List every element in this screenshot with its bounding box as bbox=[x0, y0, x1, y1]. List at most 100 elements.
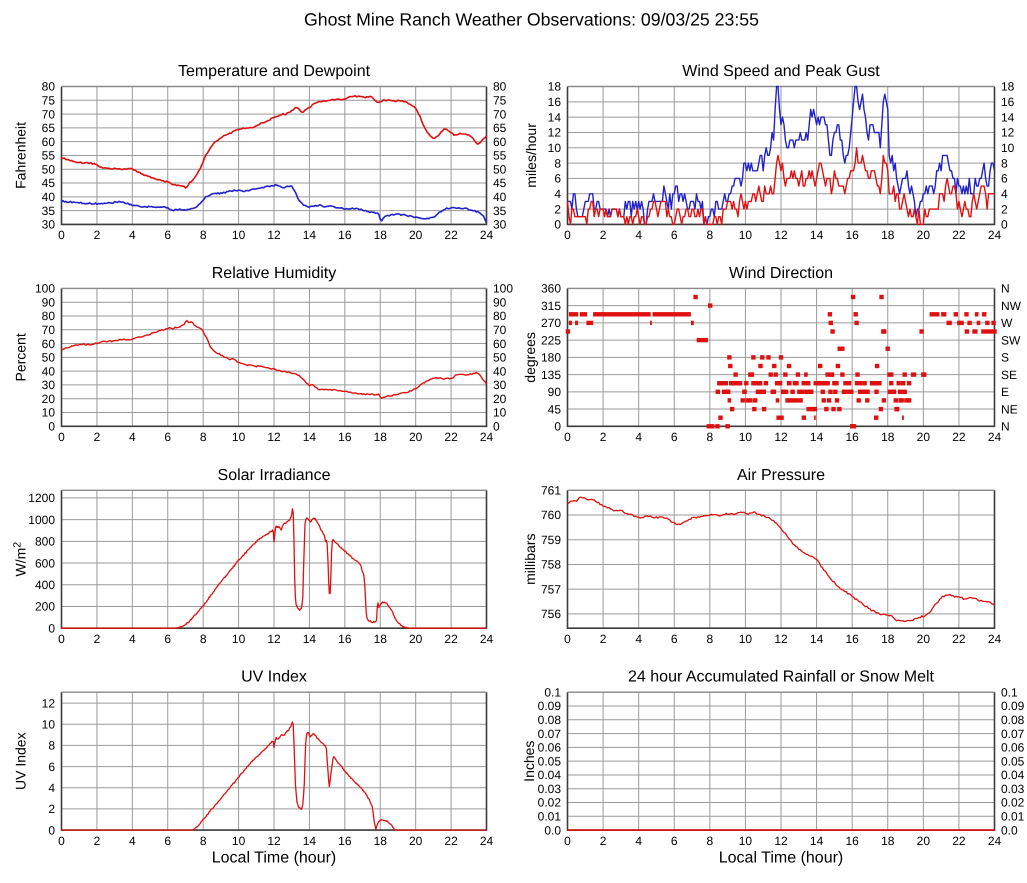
svg-text:90: 90 bbox=[493, 295, 507, 309]
svg-text:0.0: 0.0 bbox=[544, 823, 561, 837]
svg-text:759: 759 bbox=[541, 533, 561, 547]
svg-text:10: 10 bbox=[739, 228, 753, 242]
svg-text:20: 20 bbox=[409, 632, 423, 646]
svg-text:Inches: Inches bbox=[521, 741, 537, 782]
svg-text:14: 14 bbox=[303, 228, 317, 242]
svg-text:8: 8 bbox=[200, 834, 207, 848]
svg-text:8: 8 bbox=[554, 156, 561, 170]
svg-text:2: 2 bbox=[600, 430, 607, 444]
svg-text:16: 16 bbox=[845, 228, 859, 242]
svg-text:315: 315 bbox=[541, 299, 561, 313]
svg-text:70: 70 bbox=[42, 107, 56, 121]
svg-text:60: 60 bbox=[42, 337, 56, 351]
svg-text:Relative Humidity: Relative Humidity bbox=[212, 265, 336, 282]
svg-text:20: 20 bbox=[409, 834, 423, 848]
svg-text:E: E bbox=[1001, 385, 1009, 399]
svg-text:2: 2 bbox=[600, 834, 607, 848]
svg-text:16: 16 bbox=[338, 228, 352, 242]
svg-text:SW: SW bbox=[1001, 333, 1021, 347]
svg-text:90: 90 bbox=[42, 295, 56, 309]
svg-text:70: 70 bbox=[493, 107, 507, 121]
svg-text:12: 12 bbox=[267, 632, 281, 646]
svg-text:NE: NE bbox=[1001, 402, 1018, 416]
svg-text:0.01: 0.01 bbox=[538, 810, 562, 824]
svg-text:4: 4 bbox=[129, 834, 136, 848]
svg-text:45: 45 bbox=[42, 176, 56, 190]
svg-text:2: 2 bbox=[1001, 202, 1008, 216]
svg-text:35: 35 bbox=[493, 204, 507, 218]
svg-text:18: 18 bbox=[881, 228, 895, 242]
svg-text:8: 8 bbox=[706, 430, 713, 444]
svg-text:6: 6 bbox=[164, 834, 171, 848]
svg-text:Wind Speed and Peak Gust: Wind Speed and Peak Gust bbox=[682, 63, 880, 80]
svg-text:4: 4 bbox=[635, 834, 642, 848]
svg-text:75: 75 bbox=[42, 93, 56, 107]
svg-text:800: 800 bbox=[35, 535, 55, 549]
svg-text:14: 14 bbox=[303, 834, 317, 848]
svg-text:80: 80 bbox=[42, 309, 56, 323]
svg-text:65: 65 bbox=[42, 121, 56, 135]
svg-text:20: 20 bbox=[917, 228, 931, 242]
svg-text:N: N bbox=[1001, 282, 1010, 296]
svg-text:24: 24 bbox=[988, 430, 1002, 444]
svg-text:2: 2 bbox=[48, 802, 55, 816]
svg-text:0: 0 bbox=[1001, 218, 1008, 232]
svg-text:100: 100 bbox=[35, 282, 55, 296]
svg-text:10: 10 bbox=[42, 717, 56, 731]
svg-text:0: 0 bbox=[48, 621, 55, 635]
svg-text:12: 12 bbox=[774, 430, 788, 444]
svg-text:24: 24 bbox=[988, 228, 1002, 242]
svg-text:12: 12 bbox=[1001, 126, 1015, 140]
svg-text:16: 16 bbox=[338, 834, 352, 848]
svg-text:10: 10 bbox=[739, 430, 753, 444]
svg-text:16: 16 bbox=[845, 632, 859, 646]
svg-text:12: 12 bbox=[774, 834, 788, 848]
svg-text:75: 75 bbox=[493, 93, 507, 107]
svg-text:55: 55 bbox=[493, 149, 507, 163]
svg-text:0.09: 0.09 bbox=[1001, 699, 1025, 713]
svg-text:0.07: 0.07 bbox=[538, 727, 562, 741]
svg-text:0: 0 bbox=[58, 834, 65, 848]
svg-text:30: 30 bbox=[42, 218, 56, 232]
svg-text:0.06: 0.06 bbox=[1001, 741, 1025, 755]
svg-text:2: 2 bbox=[554, 202, 561, 216]
svg-text:16: 16 bbox=[338, 430, 352, 444]
svg-text:50: 50 bbox=[42, 351, 56, 365]
svg-text:Local Time (hour): Local Time (hour) bbox=[719, 850, 844, 867]
svg-text:22: 22 bbox=[952, 834, 966, 848]
svg-text:18: 18 bbox=[374, 632, 388, 646]
svg-text:135: 135 bbox=[541, 368, 561, 382]
svg-text:10: 10 bbox=[739, 834, 753, 848]
svg-text:0: 0 bbox=[48, 823, 55, 837]
svg-text:6: 6 bbox=[164, 430, 171, 444]
svg-text:4: 4 bbox=[1001, 187, 1008, 201]
svg-text:0: 0 bbox=[58, 632, 65, 646]
svg-text:0.03: 0.03 bbox=[1001, 782, 1025, 796]
svg-text:24 hour Accumulated Rainfall o: 24 hour Accumulated Rainfall or Snow Mel… bbox=[628, 669, 934, 686]
svg-text:0.1: 0.1 bbox=[544, 685, 561, 699]
svg-text:45: 45 bbox=[493, 176, 507, 190]
svg-text:12: 12 bbox=[267, 834, 281, 848]
svg-text:10: 10 bbox=[493, 406, 507, 420]
svg-text:0.05: 0.05 bbox=[1001, 754, 1025, 768]
svg-text:35: 35 bbox=[42, 204, 56, 218]
svg-text:0.02: 0.02 bbox=[1001, 796, 1025, 810]
svg-text:Wind Direction: Wind Direction bbox=[729, 265, 833, 282]
svg-text:10: 10 bbox=[232, 228, 246, 242]
svg-text:10: 10 bbox=[232, 834, 246, 848]
svg-text:760: 760 bbox=[541, 508, 561, 522]
svg-text:2: 2 bbox=[94, 430, 101, 444]
svg-text:Temperature and Dewpoint: Temperature and Dewpoint bbox=[178, 63, 371, 80]
svg-text:22: 22 bbox=[952, 632, 966, 646]
svg-text:50: 50 bbox=[42, 162, 56, 176]
svg-text:4: 4 bbox=[129, 430, 136, 444]
svg-text:20: 20 bbox=[493, 392, 507, 406]
svg-text:Percent: Percent bbox=[13, 333, 29, 381]
svg-text:10: 10 bbox=[1001, 141, 1015, 155]
svg-text:20: 20 bbox=[409, 228, 423, 242]
svg-text:Fahrenheit: Fahrenheit bbox=[13, 122, 29, 189]
svg-text:757: 757 bbox=[541, 582, 561, 596]
svg-text:10: 10 bbox=[42, 406, 56, 420]
svg-text:16: 16 bbox=[548, 95, 562, 109]
svg-text:200: 200 bbox=[35, 600, 55, 614]
